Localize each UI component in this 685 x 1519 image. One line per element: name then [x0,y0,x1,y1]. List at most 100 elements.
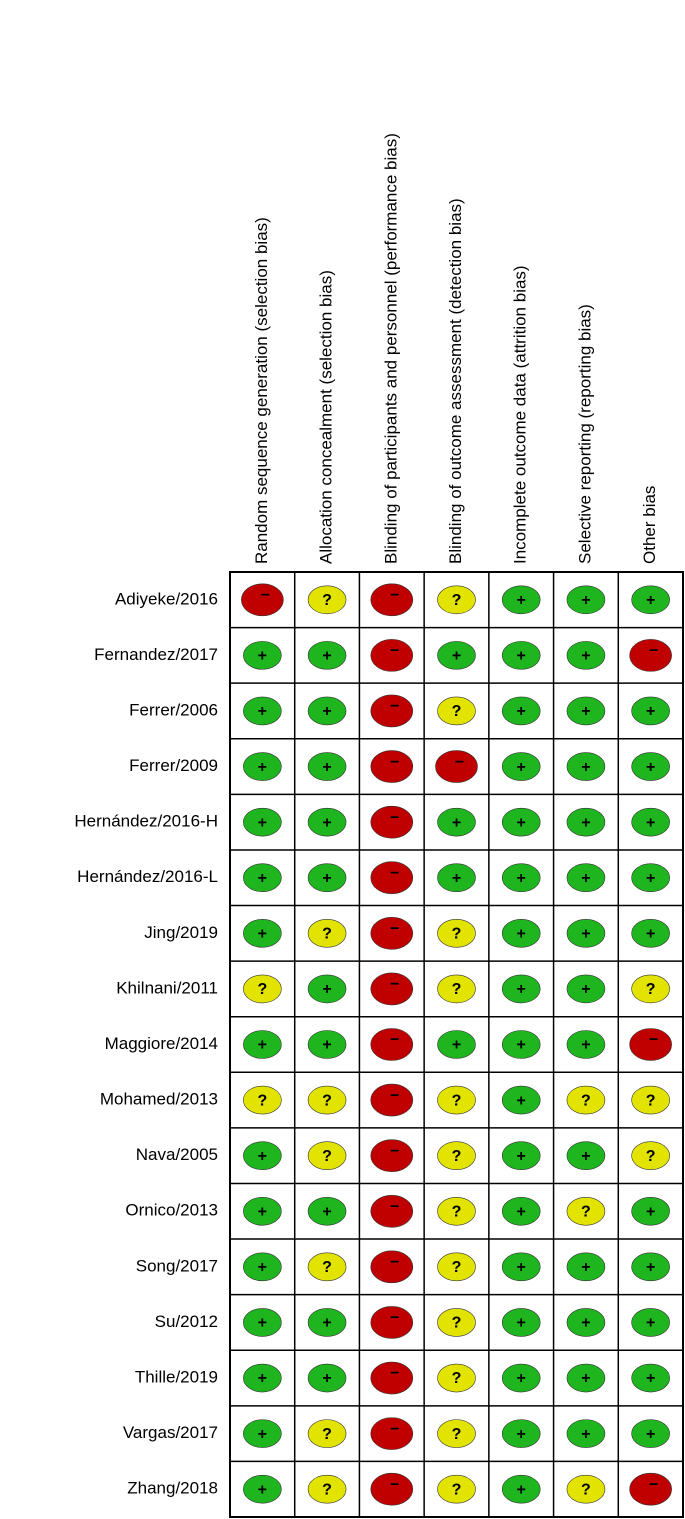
judgement-marker [307,1363,347,1393]
judgement-marker [437,1030,476,1059]
judgement-marker [437,974,476,1004]
judgement-cell: ? [437,696,476,726]
judgement-symbol: + [517,870,526,887]
judgement-symbol: − [390,1476,399,1493]
judgement-marker [631,1363,670,1393]
judgement-symbol: + [581,926,590,943]
judgement-marker [566,807,606,837]
judgement-symbol: + [258,870,267,887]
judgement-cell: ? [437,585,476,615]
judgement-marker [243,1474,282,1504]
judgement-symbol: ? [452,1259,462,1276]
judgement-symbol: ? [646,981,656,998]
judgement-marker [307,752,347,781]
judgement-symbol: + [581,592,590,609]
judgement-symbol: + [452,814,461,831]
judgement-marker [631,974,670,1004]
judgement-symbol: + [581,1370,590,1387]
judgement-cell: + [501,919,541,948]
judgement-symbol: − [390,1365,399,1382]
judgement-symbol: + [646,1315,655,1332]
judgement-symbol: + [452,1037,461,1054]
judgement-symbol: − [390,1198,399,1215]
judgement-symbol: + [517,814,526,831]
study-label: Su/2012 [155,1312,218,1331]
judgement-cell: + [501,974,541,1004]
judgement-marker [501,585,541,615]
judgement-symbol: + [517,703,526,720]
judgement-cell: + [307,641,347,670]
judgement-cell: + [307,863,347,893]
judgement-marker [437,1196,476,1226]
judgement-marker [566,696,606,726]
judgement-cell: + [566,807,606,837]
judgement-symbol: − [390,1087,399,1104]
judgement-symbol: ? [452,1370,462,1387]
judgement-marker [501,863,541,893]
judgement-symbol: − [390,865,399,882]
judgement-cell: ? [243,1085,282,1115]
judgement-marker [437,1141,476,1170]
judgement-marker [566,1196,606,1226]
judgement-cell: − [629,639,672,672]
judgement-symbol: ? [646,1148,656,1165]
judgement-marker [501,696,541,726]
judgement-marker [370,1361,414,1395]
judgement-marker [437,863,476,893]
judgement-cell: + [501,807,541,837]
judgement-marker [243,1419,282,1448]
judgement-symbol: − [390,698,399,715]
judgement-cell: + [501,1141,541,1170]
judgement-symbol: + [581,1037,590,1054]
judgement-marker [307,974,347,1004]
study-label: Nava/2005 [136,1145,218,1164]
judgement-symbol: − [390,1254,399,1271]
judgement-symbol: + [322,703,331,720]
column-header: Random sequence generation (selection bi… [252,217,271,564]
judgement-marker [307,1085,347,1115]
judgement-marker [437,807,476,837]
judgement-symbol: − [390,1310,399,1327]
judgement-symbol: + [322,1370,331,1387]
judgement-marker [243,807,282,837]
study-label: Hernández/2016-L [77,867,218,886]
judgement-cell: ? [307,1419,347,1448]
judgement-symbol: ? [581,1203,591,1220]
judgement-symbol: ? [452,1481,462,1498]
judgement-cell: ? [437,1252,476,1282]
judgement-marker [501,807,541,837]
judgement-cell: ? [437,974,476,1004]
judgement-marker [437,641,476,670]
judgement-cell: + [501,1474,541,1504]
judgement-marker [566,1419,606,1448]
judgement-marker [307,863,347,893]
judgement-cell: − [370,639,414,672]
column-header: Blinding of participants and personnel (… [381,133,400,564]
judgement-cell: ? [307,1474,347,1504]
judgement-marker [370,805,414,839]
judgement-symbol: − [455,754,464,771]
judgement-symbol: + [322,981,331,998]
study-label: Maggiore/2014 [105,1034,218,1053]
study-label: Thille/2019 [135,1368,218,1387]
judgement-cell: + [566,863,606,893]
judgement-cell: ? [566,1085,606,1115]
judgement-marker [243,1085,282,1115]
study-label: Khilnani/2011 [116,978,218,997]
judgement-marker [241,583,284,617]
judgement-symbol: + [258,759,267,776]
judgement-marker [501,1141,541,1170]
judgement-cell: − [370,1250,414,1284]
judgement-symbol: − [649,643,658,660]
judgement-cell: + [501,1252,541,1282]
judgement-marker [566,585,606,615]
judgement-marker [370,639,414,672]
judgement-marker [307,696,347,726]
judgement-symbol: + [581,648,590,665]
judgement-cell: + [566,1030,606,1059]
judgement-cell: + [307,696,347,726]
judgement-cell: + [437,1030,476,1059]
judgement-symbol: + [581,870,590,887]
judgement-marker [566,641,606,670]
judgement-symbol: + [517,1203,526,1220]
